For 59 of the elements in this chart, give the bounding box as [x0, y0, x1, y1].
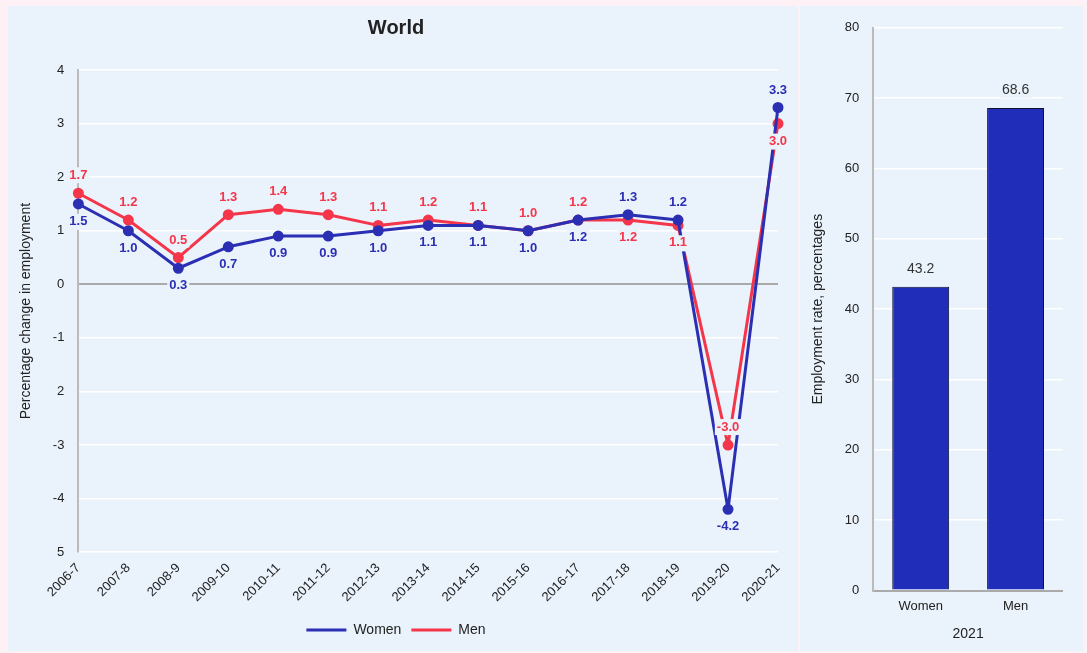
y-tick-label: 60 [844, 160, 860, 176]
data-label: 1.1 [369, 199, 388, 215]
x-tick-label: Women [898, 597, 943, 613]
data-label: 1.2 [569, 194, 588, 210]
data-label: 3.0 [768, 132, 788, 148]
data-label: 1.7 [69, 167, 88, 183]
y-tick-label: 40 [844, 300, 860, 316]
legend-label: Men [458, 620, 486, 637]
y-tick-label: 1 [57, 222, 65, 238]
data-label: 0.5 [169, 231, 188, 247]
data-label: 68.6 [1001, 80, 1030, 97]
data-label: 1.0 [519, 239, 538, 255]
data-label: 1.2 [569, 229, 588, 245]
data-label: 1.2 [619, 229, 638, 245]
data-label: 0.9 [269, 245, 288, 261]
chart-title: World [367, 15, 425, 38]
data-label: 3.3 [768, 81, 788, 97]
data-label: 1.1 [669, 234, 688, 250]
data-label: 0.7 [219, 255, 238, 271]
y-tick-label: 0 [57, 275, 65, 291]
data-label: 1.2 [669, 194, 688, 210]
data-label: 1.1 [469, 234, 488, 250]
data-label: 1.5 [69, 213, 88, 229]
y-tick-label: 0 [852, 582, 860, 598]
data-label: -3.0 [716, 419, 740, 435]
x-tick-label: Men [1002, 597, 1029, 613]
data-label: 1.1 [469, 199, 488, 215]
y-tick-label: -3 [52, 436, 65, 452]
y-axis-title: Percentage change in employment [17, 202, 34, 420]
y-tick-label: 3 [57, 115, 65, 131]
y-tick-label: 2 [57, 168, 65, 184]
y-tick-label: 4 [57, 61, 65, 77]
y-tick-label: 70 [844, 89, 860, 105]
x-axis-title: 2021 [952, 625, 984, 642]
y-axis-title: Employment rate, percentages [809, 213, 826, 405]
y-tick-label: 10 [844, 511, 860, 527]
y-tick-label: 80 [844, 19, 860, 35]
y-tick-label: -4 [52, 490, 65, 506]
data-label: 1.2 [419, 194, 438, 210]
y-tick-label: 30 [844, 371, 860, 387]
data-label: 1.0 [119, 239, 138, 255]
data-label: 1.3 [319, 188, 338, 204]
data-label: 1.0 [519, 204, 538, 220]
y-tick-label: -1 [52, 329, 65, 345]
y-tick-label: 50 [844, 230, 860, 246]
data-label: 0.3 [169, 277, 188, 293]
y-tick-label: 2 [57, 383, 65, 399]
data-label: 1.3 [619, 188, 638, 204]
data-label: 0.9 [319, 245, 338, 261]
data-label: 1.1 [419, 234, 438, 250]
y-tick-label: 20 [844, 441, 860, 457]
data-label: 43.2 [907, 259, 935, 276]
data-label: 1.3 [219, 188, 238, 204]
legend-label: Women [353, 620, 402, 637]
data-label: 1.4 [269, 183, 289, 199]
data-label: -4.2 [716, 518, 740, 534]
y-tick-label: 5 [57, 543, 65, 559]
data-label: 1.2 [119, 194, 138, 210]
data-label: 1.0 [369, 239, 388, 255]
